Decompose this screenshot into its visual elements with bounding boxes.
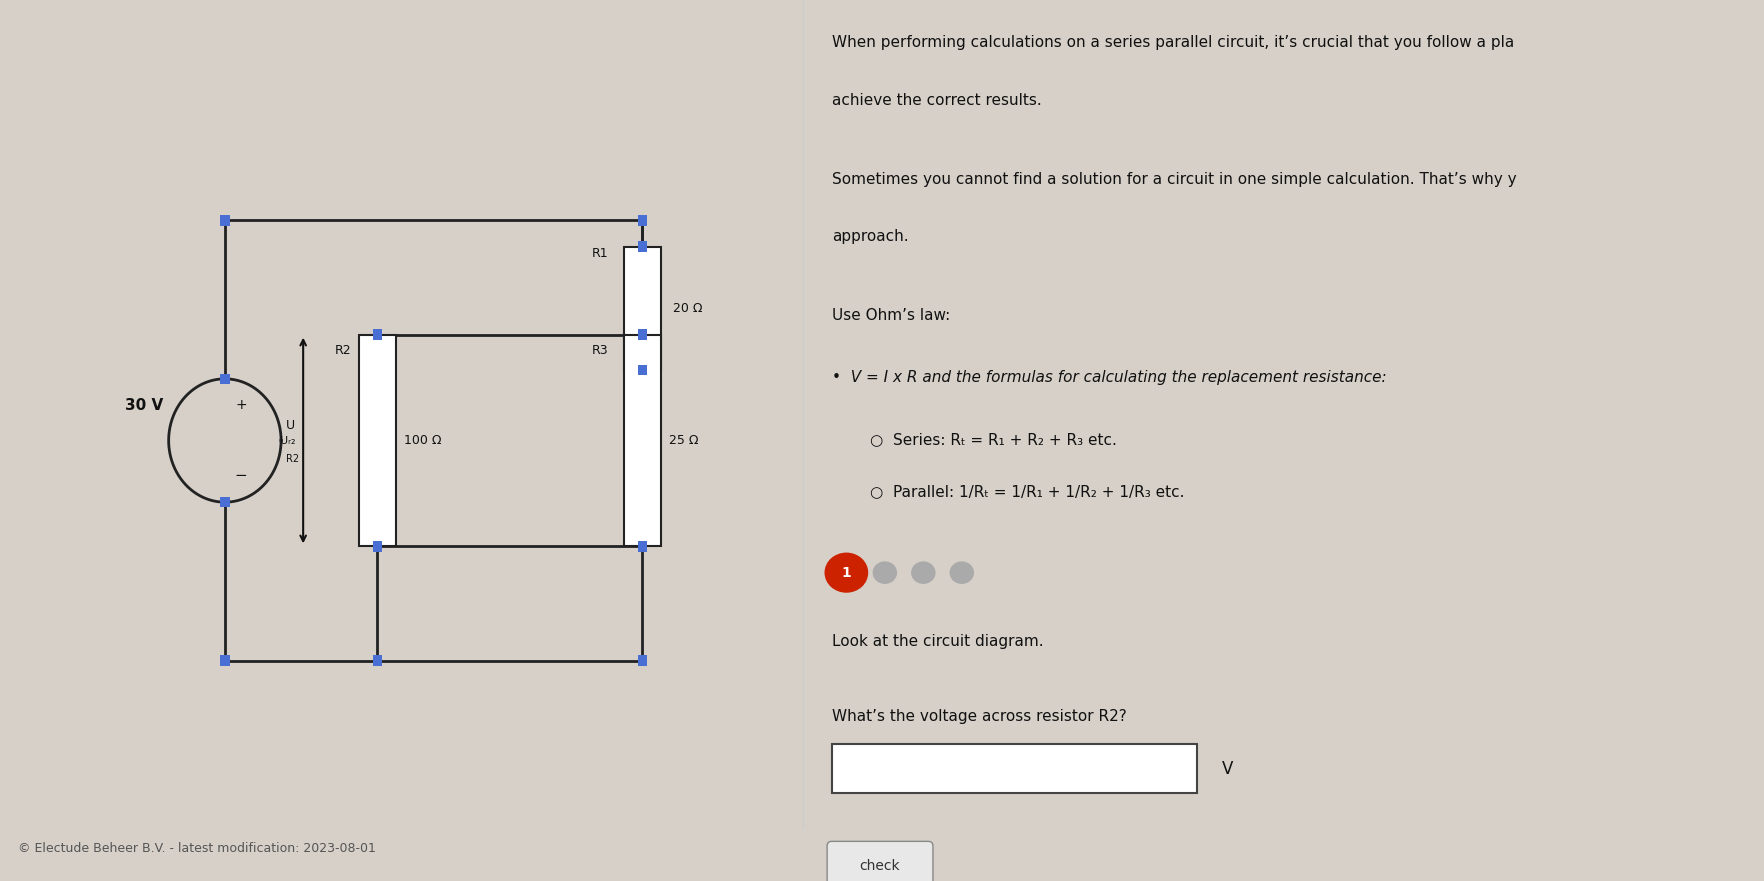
Text: ○  Series: Rₜ = R₁ + R₂ + R₃ etc.: ○ Series: Rₜ = R₁ + R₂ + R₃ etc. [870, 432, 1117, 447]
Text: Look at the circuit diagram.: Look at the circuit diagram. [831, 634, 1043, 649]
Bar [372, 655, 383, 666]
Bar [624, 335, 660, 546]
Text: V: V [1221, 759, 1233, 778]
Text: R2: R2 [335, 344, 351, 357]
Circle shape [826, 553, 868, 592]
Text: When performing calculations on a series parallel circuit, it’s crucial that you: When performing calculations on a series… [831, 35, 1514, 50]
Text: check: check [859, 859, 900, 872]
Text: achieve the correct results.: achieve the correct results. [831, 93, 1041, 107]
Text: 1: 1 [841, 566, 850, 580]
Bar [637, 655, 647, 666]
Text: U: U [286, 418, 295, 432]
Text: 100 Ω: 100 Ω [404, 434, 441, 447]
Text: 20 Ω: 20 Ω [672, 302, 702, 315]
Bar [220, 497, 229, 507]
Text: R2: R2 [286, 454, 298, 463]
Text: 30 V: 30 V [125, 397, 164, 413]
Bar [637, 329, 647, 340]
Text: © Electude Beheer B.V. - latest modification: 2023-08-01: © Electude Beheer B.V. - latest modifica… [18, 841, 376, 855]
Bar [372, 329, 383, 340]
Bar [637, 215, 647, 226]
Bar [220, 215, 229, 226]
Bar [220, 655, 229, 666]
Bar [360, 335, 395, 546]
FancyBboxPatch shape [827, 841, 933, 881]
Text: What’s the voltage across resistor R2?: What’s the voltage across resistor R2? [831, 709, 1125, 724]
Bar [637, 365, 647, 375]
FancyBboxPatch shape [831, 744, 1196, 793]
Circle shape [873, 562, 896, 583]
Text: approach.: approach. [831, 229, 908, 244]
Bar [637, 541, 647, 552]
Bar [637, 241, 647, 252]
Circle shape [949, 562, 972, 583]
Bar [624, 247, 660, 370]
Text: R1: R1 [591, 247, 609, 260]
Circle shape [912, 562, 935, 583]
Text: −: − [235, 468, 247, 484]
Text: R3: R3 [591, 344, 609, 357]
Bar [220, 374, 229, 384]
Text: 25 Ω: 25 Ω [669, 434, 699, 447]
Bar [372, 541, 383, 552]
Text: •  V = I x R and the formulas for calculating the replacement resistance:: • V = I x R and the formulas for calcula… [831, 370, 1387, 385]
Text: Use Ohm’s law:: Use Ohm’s law: [831, 308, 949, 323]
Text: +: + [235, 398, 247, 412]
Text: Uᵣ₂: Uᵣ₂ [279, 435, 295, 446]
Text: Sometimes you cannot find a solution for a circuit in one simple calculation. Th: Sometimes you cannot find a solution for… [831, 172, 1515, 187]
Text: ○  Parallel: 1/Rₜ = 1/R₁ + 1/R₂ + 1/R₃ etc.: ○ Parallel: 1/Rₜ = 1/R₁ + 1/R₂ + 1/R₃ et… [870, 485, 1184, 500]
